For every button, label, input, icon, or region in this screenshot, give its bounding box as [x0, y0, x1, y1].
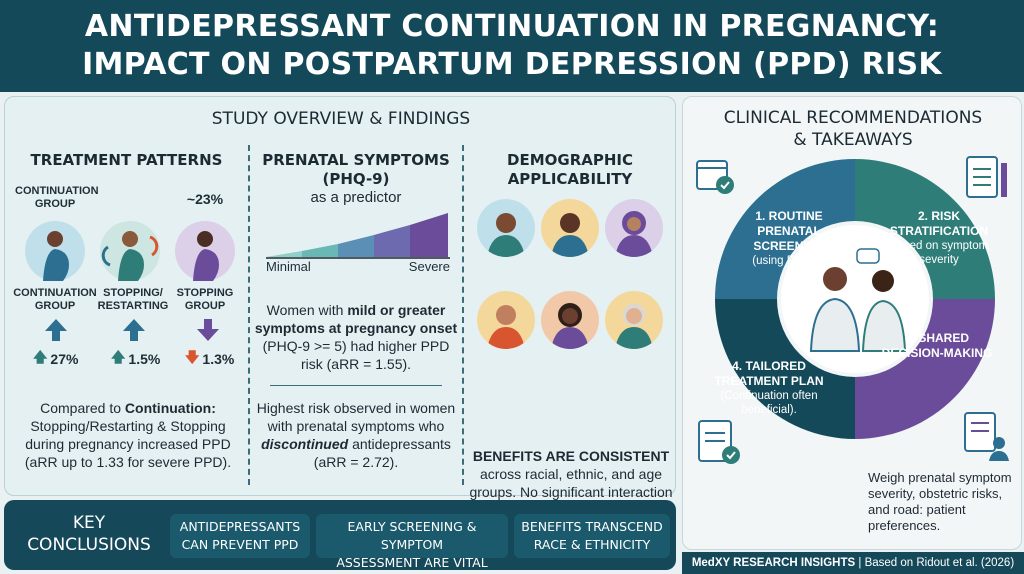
- person-avatar-icon: [605, 199, 663, 257]
- pregnant-figure-icon: [100, 221, 160, 281]
- up-arrow-icon: 🡅: [33, 349, 48, 365]
- title-line-1: ANTIDEPRESSANT CONTINUATION IN PREGNANCY…: [84, 9, 940, 44]
- person-avatar-icon: [541, 199, 599, 257]
- continuation-top-label: CONTINUATION GROUP: [15, 185, 99, 210]
- clipboard-check-icon: [698, 420, 740, 464]
- down-arrow-icon: 🡇: [185, 349, 200, 365]
- stat-stopping-restarting: 🡅 1.5%: [111, 347, 160, 371]
- column-divider: [248, 145, 250, 485]
- person-avatar-icon: [605, 291, 663, 349]
- group-label: STOPPING GROUP: [176, 287, 234, 312]
- recommendations-title: CLINICAL RECOMMENDATIONS & TAKEAWAYS: [723, 108, 983, 150]
- page-header: ANTIDEPRESSANT CONTINUATION IN PREGNANCY…: [0, 0, 1024, 92]
- approx-percent: ~23%: [186, 191, 224, 207]
- treatment-title: TREATMENT PATTERNS: [30, 151, 223, 169]
- footer: MedXY RESEARCH INSIGHTS | Based on Ridou…: [682, 552, 1024, 574]
- pregnant-figure-icon: [25, 221, 85, 281]
- column-divider: [462, 145, 464, 485]
- calendar-check-icon: [696, 160, 734, 194]
- document-person-icon: [964, 412, 1009, 461]
- up-arrow-icon: [123, 319, 145, 341]
- step-3-text: 3. SHARED DECISION-MAKING: [881, 331, 993, 360]
- severity-scale-graphic: [266, 213, 450, 259]
- divider: [270, 385, 442, 386]
- conclusion-item: EARLY SCREENING & SYMPTOM ASSESSMENT ARE …: [316, 514, 508, 570]
- up-arrow-icon: [45, 319, 67, 341]
- step-2-text: 2. RISK STRATIFICATION Based on symptom …: [889, 209, 989, 266]
- recommendations-panel: CLINICAL RECOMMENDATIONS & TAKEAWAYS 1. …: [682, 96, 1022, 550]
- person-avatar-icon: [541, 291, 599, 349]
- scale-min-label: Minimal: [266, 259, 311, 274]
- stat-stopping: 🡇 1.3%: [185, 347, 234, 371]
- symptoms-finding-2: Highest risk observed in women with pren…: [256, 400, 456, 470]
- study-overview-panel: STUDY OVERVIEW & FINDINGS TREATMENT PATT…: [4, 96, 676, 518]
- key-conclusions-title: KEY CONCLUSIONS: [27, 513, 151, 555]
- stat-continuation: 🡅 27%: [33, 347, 78, 371]
- symptoms-title: PRENATAL SYMPTOMS (PHQ-9): [262, 151, 450, 188]
- conclusion-item: BENEFITS TRANSCEND RACE & ETHNICITY: [514, 514, 670, 558]
- weigh-note: Weigh prenatal symptom severity, obstetr…: [868, 470, 1012, 533]
- recommendation-cycle-diagram: [715, 159, 995, 439]
- checklist-icon: [966, 156, 1007, 198]
- conclusion-item: ANTIDEPRESSANTS CAN PREVENT PPD: [170, 514, 310, 558]
- demographic-title: DEMOGRAPHIC APPLICABILITY: [507, 151, 633, 188]
- group-label: STOPPING/ RESTARTING: [97, 287, 169, 312]
- overview-title: STUDY OVERVIEW & FINDINGS: [211, 109, 471, 129]
- key-conclusions-bar: KEY CONCLUSIONS ANTIDEPRESSANTS CAN PREVE…: [4, 500, 676, 570]
- title-line-2: IMPACT ON POSTPARTUM DEPRESSION (PPD) RI…: [82, 47, 942, 82]
- treatment-summary: Compared to Continuation: Stopping/Resta…: [24, 400, 232, 470]
- symptoms-finding-1: Women with mild or greater symptoms at p…: [254, 302, 458, 372]
- pregnant-figure-icon: [175, 221, 235, 281]
- person-avatar-icon: [477, 199, 535, 257]
- down-arrow-icon: [197, 319, 219, 341]
- group-label: CONTINUATION GROUP: [13, 287, 97, 312]
- person-avatar-icon: [477, 291, 535, 349]
- step-1-text: 1. ROUTINE PRENATAL SCREENING (using PHQ…: [752, 209, 826, 267]
- scale-max-label: Severe: [408, 259, 450, 274]
- step-4-text: 4. TAILORED TREATMENT PLAN (Continuation…: [714, 359, 824, 416]
- up-arrow-icon: 🡅: [111, 349, 126, 365]
- symptoms-subtitle: as a predictor: [310, 189, 402, 206]
